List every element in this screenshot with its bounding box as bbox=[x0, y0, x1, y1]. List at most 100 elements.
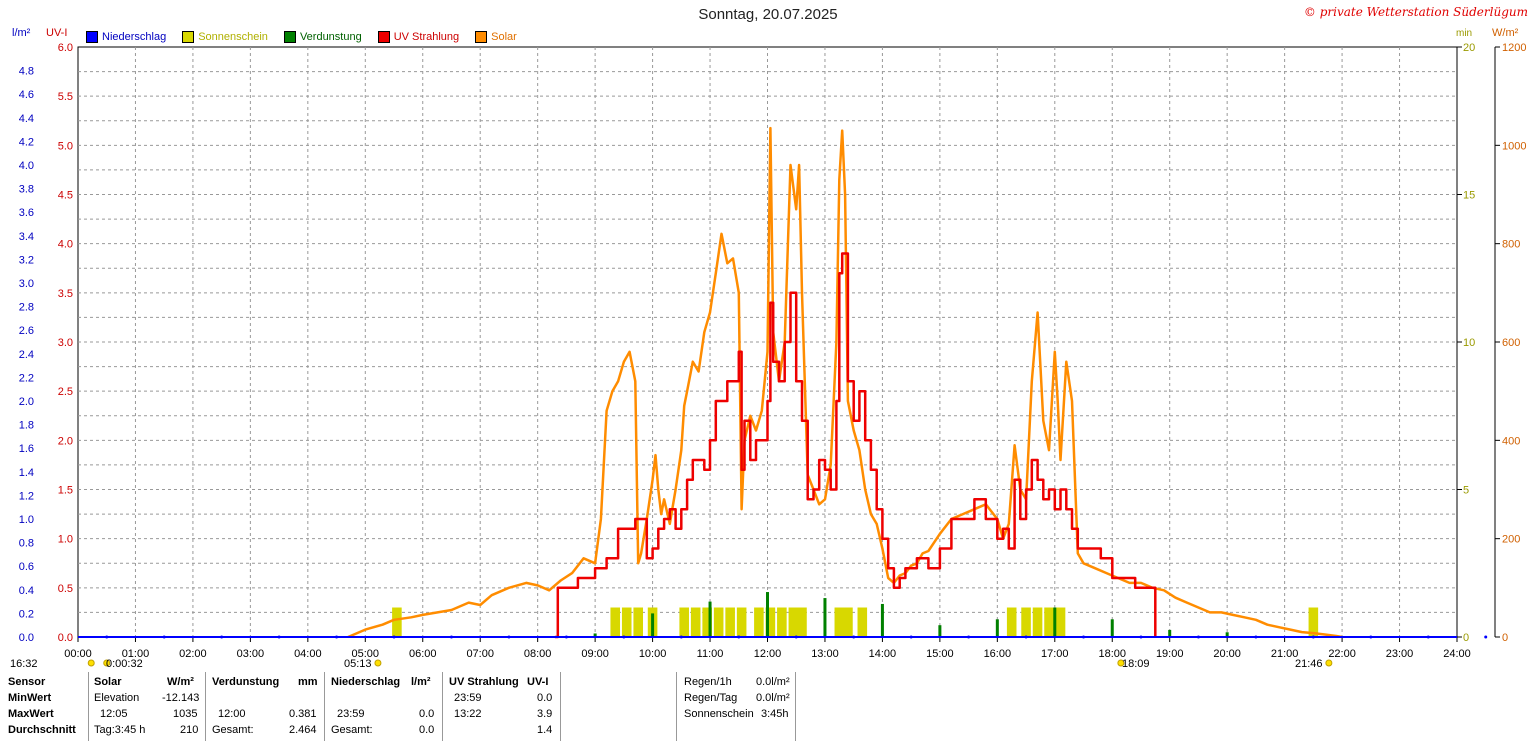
niederschlag-point bbox=[335, 635, 339, 639]
min-solar-time: Elevation bbox=[94, 692, 140, 704]
sunshine-bar bbox=[1308, 607, 1319, 637]
niederschlag-point bbox=[1082, 635, 1086, 639]
header-verdunstung: Verdunstung bbox=[212, 676, 280, 688]
niederschlag-point bbox=[794, 635, 798, 639]
uv-tick-label: 1.5 bbox=[58, 485, 73, 497]
x-tick-label: 20:00 bbox=[1213, 648, 1241, 660]
legend-swatch-verdunstung bbox=[283, 31, 296, 43]
precip-tick-label: 3.6 bbox=[19, 207, 34, 219]
solar-tick-label: 0 bbox=[1502, 632, 1508, 644]
sunshine-bar bbox=[765, 607, 776, 637]
niederschlag-point bbox=[909, 635, 913, 639]
row-label-avg: Durchschnitt bbox=[8, 724, 76, 736]
precip-tick-label: 0.8 bbox=[19, 538, 34, 550]
header-niederschlag: Niederschlag bbox=[331, 676, 401, 688]
sunshine-bar bbox=[754, 607, 764, 637]
precip-tick-label: 2.6 bbox=[19, 325, 34, 337]
sunshine-tick-label: 5 bbox=[1463, 485, 1469, 497]
avg-solar-time: Tag:3:45 h bbox=[94, 724, 146, 736]
legend-label-uv: UV Strahlung bbox=[393, 31, 460, 43]
niederschlag-point bbox=[507, 635, 511, 639]
precip-tick-label: 4.6 bbox=[19, 89, 34, 101]
transit-time: 18:09 bbox=[1122, 658, 1150, 670]
precip-tick-label: 0.2 bbox=[19, 608, 34, 620]
uv-tick-label: 4.5 bbox=[58, 190, 73, 202]
min-uv-time: 23:59 bbox=[454, 692, 482, 704]
x-tick-label: 15:00 bbox=[926, 648, 954, 660]
sunshine-bar bbox=[777, 607, 787, 637]
niederschlag-point bbox=[967, 635, 971, 639]
sunshine-bar bbox=[834, 607, 845, 637]
niederschlag-point bbox=[1484, 635, 1488, 639]
x-tick-label: 06:00 bbox=[409, 648, 437, 660]
verdunstung-bar bbox=[1110, 619, 1114, 637]
niederschlag-point bbox=[1369, 635, 1373, 639]
verdunstung-bar bbox=[708, 601, 712, 637]
sunshine-bar bbox=[621, 607, 632, 637]
solar-line bbox=[347, 126, 1343, 639]
niederschlag-point bbox=[1311, 635, 1315, 639]
night-end-time: 0:00:32 bbox=[106, 658, 143, 670]
uv-tick-label: 2.5 bbox=[58, 386, 73, 398]
precip-tick-label: 2.2 bbox=[19, 372, 34, 384]
uv-tick-label: 0.5 bbox=[58, 583, 73, 595]
header-nied-unit: l/m² bbox=[411, 676, 431, 688]
sunshine-bar bbox=[797, 607, 807, 637]
transit-marker bbox=[1117, 659, 1125, 667]
x-tick-label: 09:00 bbox=[581, 648, 609, 660]
niederschlag-point bbox=[622, 635, 626, 639]
table-divider bbox=[560, 672, 561, 741]
legend-swatch-solar bbox=[475, 31, 488, 43]
uv-tick-label: 3.0 bbox=[58, 337, 73, 349]
sunshine-bar bbox=[679, 607, 689, 637]
precip-tick-label: 3.4 bbox=[19, 231, 34, 243]
solar-tick-label: 200 bbox=[1502, 534, 1520, 546]
x-tick-label: 21:00 bbox=[1271, 648, 1299, 660]
precip-tick-label: 0.4 bbox=[19, 585, 34, 597]
precip-tick-label: 3.2 bbox=[19, 254, 34, 266]
x-tick-label: 13:00 bbox=[811, 648, 839, 660]
legend-swatch-uv bbox=[377, 31, 390, 43]
uv-tick-label: 5.0 bbox=[58, 140, 73, 152]
uv-tick-label: 2.0 bbox=[58, 435, 73, 447]
uv-tick-label: 0.0 bbox=[58, 632, 73, 644]
verdunstung-bar bbox=[1168, 629, 1172, 637]
precip-tick-label: 4.4 bbox=[19, 113, 34, 125]
precip-tick-label: 1.8 bbox=[19, 420, 34, 432]
sunshine-bar bbox=[392, 607, 402, 637]
solar-unit-label: W/m² bbox=[1492, 27, 1519, 39]
uv-line bbox=[554, 252, 1157, 639]
x-tick-label: 08:00 bbox=[524, 648, 552, 660]
legend-label-sonnenschein: Sonnenschein bbox=[198, 31, 268, 43]
sunshine-bar bbox=[788, 607, 799, 637]
table-divider bbox=[795, 672, 796, 741]
header-verd-unit: mm bbox=[298, 676, 318, 688]
x-tick-label: 07:00 bbox=[466, 648, 494, 660]
sunshine-tick-label: 0 bbox=[1463, 632, 1469, 644]
verdunstung-bar bbox=[593, 633, 597, 637]
niederschlag-point bbox=[220, 635, 224, 639]
uv-tick-label: 6.0 bbox=[58, 42, 73, 54]
verdunstung-bar bbox=[1053, 607, 1057, 637]
extra-value-sonnenschein: 3:45h bbox=[761, 708, 789, 720]
max-verd-val: 0.381 bbox=[289, 708, 317, 720]
precip-unit-label: l/m² bbox=[12, 27, 31, 39]
niederschlag-point bbox=[1139, 635, 1143, 639]
avg-nied-time: Gesamt: bbox=[331, 724, 373, 736]
weather-chart: 00:00 01:00 02:00 03:00 04:00 05:00 06:00 07:00… bbox=[19, 42, 1526, 667]
precip-tick-label: 2.8 bbox=[19, 302, 34, 314]
legend-label-niederschlag: Niederschlag bbox=[102, 31, 167, 43]
sunshine-bar bbox=[1055, 607, 1066, 637]
x-tick-label: 02:00 bbox=[179, 648, 207, 660]
solar-tick-label: 1200 bbox=[1502, 42, 1526, 54]
solar-tick-label: 600 bbox=[1502, 337, 1520, 349]
sunshine-tick-label: 20 bbox=[1463, 42, 1475, 54]
header-uv-unit: UV-I bbox=[527, 676, 549, 688]
precip-tick-label: 2.4 bbox=[19, 349, 34, 361]
sunrise-marker bbox=[374, 659, 382, 667]
niederschlag-point bbox=[737, 635, 741, 639]
header-uv: UV Strahlung bbox=[449, 676, 519, 688]
max-uv-val: 3.9 bbox=[537, 708, 553, 720]
moonrise-marker bbox=[87, 659, 95, 667]
niederschlag-point bbox=[449, 635, 453, 639]
